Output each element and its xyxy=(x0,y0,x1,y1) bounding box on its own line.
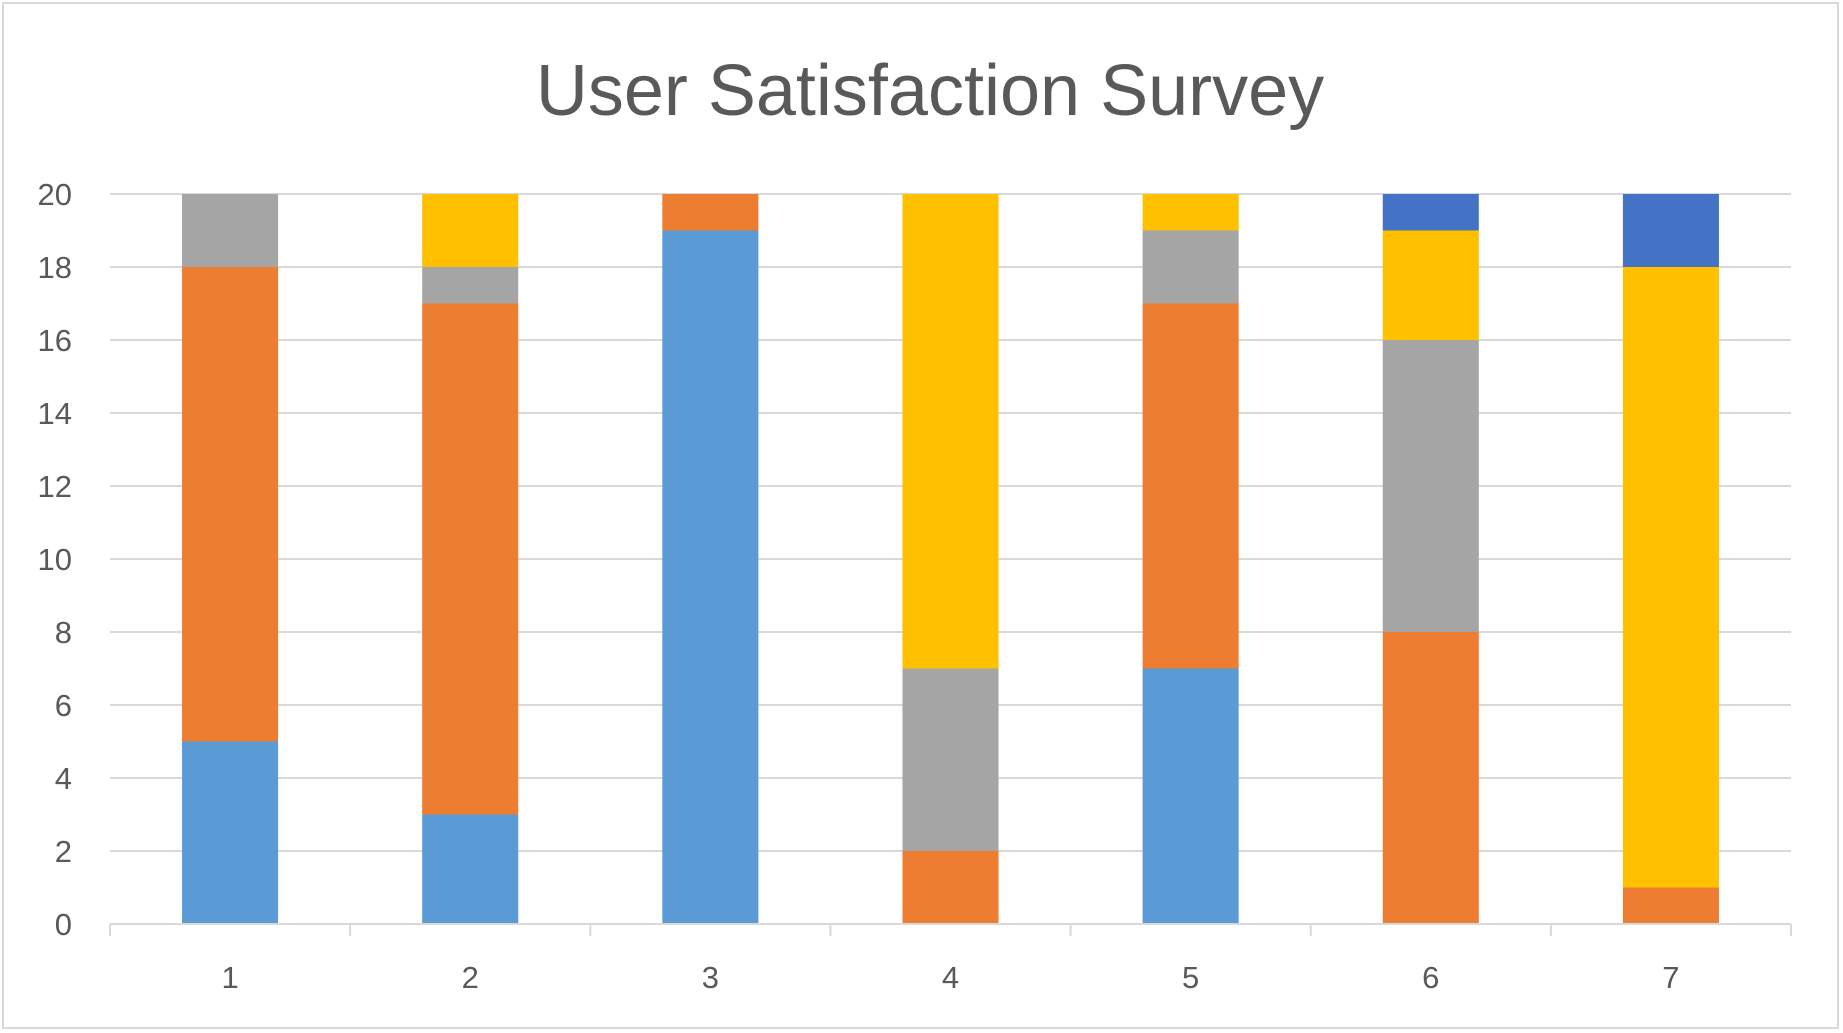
x-tick-label: 5 xyxy=(1182,960,1199,995)
bar-segment xyxy=(422,267,519,304)
y-tick-label: 12 xyxy=(38,469,72,504)
bar-segment xyxy=(902,194,999,669)
y-tick-label: 20 xyxy=(38,177,72,212)
x-tick-label: 4 xyxy=(942,960,959,995)
bar-segment xyxy=(1142,194,1239,231)
bar-segment xyxy=(1382,340,1479,632)
bar-segment xyxy=(182,741,279,924)
bar-segment xyxy=(662,230,759,924)
bar-segment xyxy=(422,303,519,815)
bar-segment xyxy=(1382,632,1479,924)
x-tick-label: 6 xyxy=(1422,960,1439,995)
x-axis xyxy=(109,923,1792,936)
bar-segment xyxy=(1622,887,1719,924)
y-tick-label: 10 xyxy=(38,542,72,577)
x-axis-tick-labels: 1 2 3 4 5 6 7 xyxy=(221,960,1679,995)
x-tick-label: 7 xyxy=(1662,960,1679,995)
bar-segment xyxy=(422,194,519,267)
bar-segment xyxy=(1382,230,1479,340)
bar-segment xyxy=(1622,267,1719,888)
y-tick-label: 2 xyxy=(55,834,72,869)
y-tick-label: 0 xyxy=(55,907,72,942)
bar-segment xyxy=(902,668,999,851)
x-tick-label: 3 xyxy=(702,960,719,995)
bar-segment xyxy=(1382,194,1479,231)
y-tick-label: 8 xyxy=(55,615,72,650)
bar-segment xyxy=(1142,303,1239,669)
y-tick-label: 4 xyxy=(55,761,72,796)
bar-segment xyxy=(1142,668,1239,924)
chart-title: User Satisfaction Survey xyxy=(536,51,1324,131)
bar-segment xyxy=(182,194,279,267)
bar-segment xyxy=(1142,230,1239,304)
y-axis-tick-labels: 0 2 4 6 8 10 12 14 16 18 20 xyxy=(38,177,72,942)
bar-segment xyxy=(1622,194,1719,267)
bar-segment xyxy=(422,814,519,924)
bars xyxy=(182,194,1719,924)
bar-segment xyxy=(902,851,999,924)
x-tick-label: 1 xyxy=(221,960,238,995)
y-tick-label: 18 xyxy=(38,250,72,285)
bar-segment xyxy=(662,194,759,231)
y-tick-label: 6 xyxy=(55,688,72,723)
y-tick-label: 16 xyxy=(38,323,72,358)
bar-segment xyxy=(182,267,279,742)
x-tick-label: 2 xyxy=(462,960,479,995)
y-tick-label: 14 xyxy=(38,396,72,431)
